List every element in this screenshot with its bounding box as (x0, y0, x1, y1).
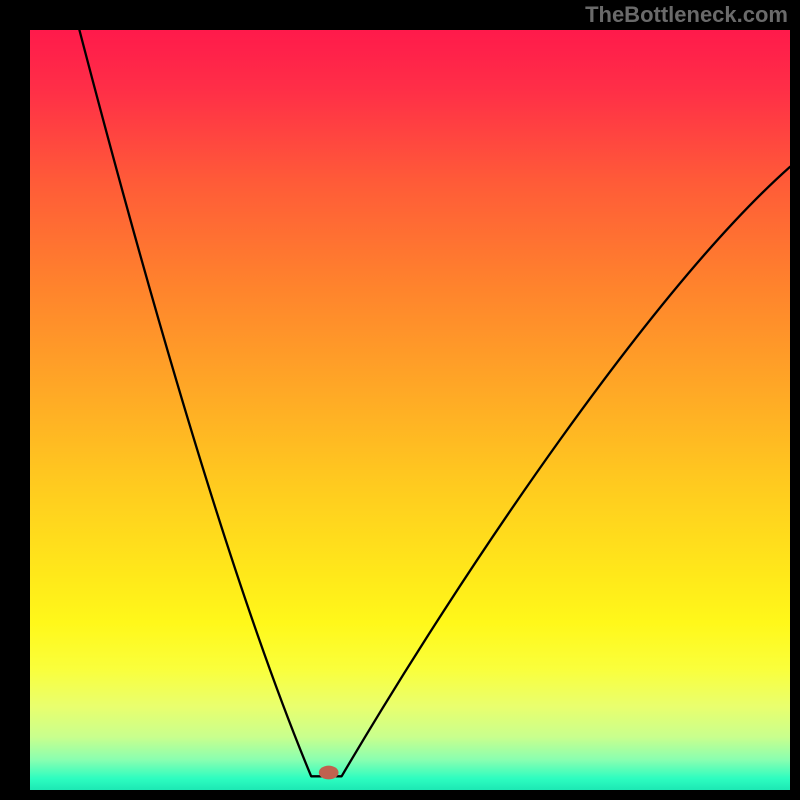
frame-left (0, 0, 30, 800)
gradient-background (30, 30, 790, 790)
frame-bottom (0, 790, 800, 800)
valley-marker (319, 766, 339, 780)
plot-area (30, 30, 790, 790)
frame-right (790, 0, 800, 800)
bottleneck-chart (30, 30, 790, 790)
watermark-text: TheBottleneck.com (585, 2, 788, 28)
